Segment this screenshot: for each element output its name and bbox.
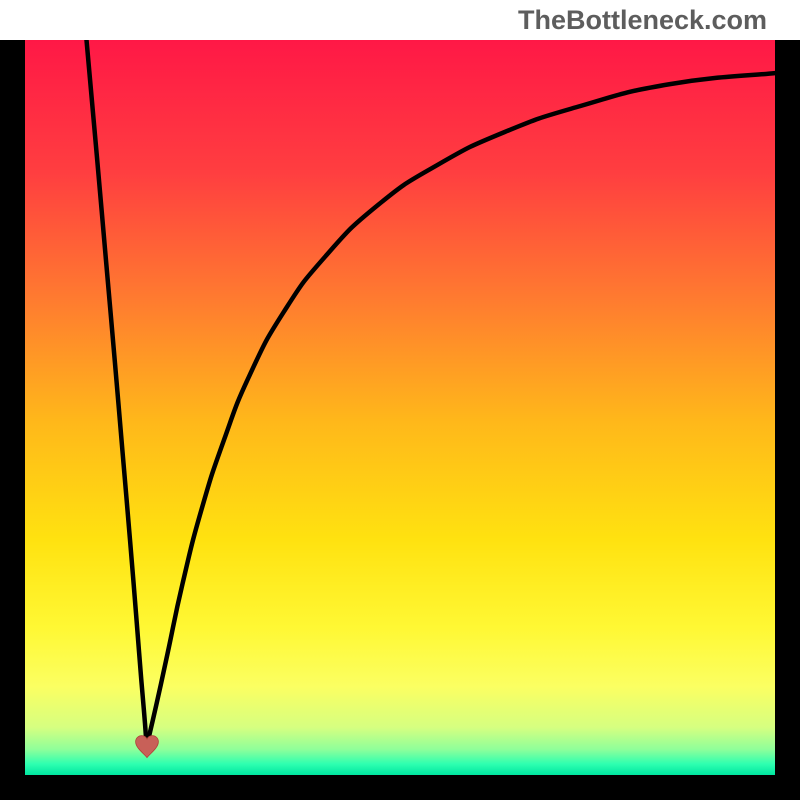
- frame-border-right: [775, 40, 800, 800]
- frame-border-bottom: [0, 775, 800, 800]
- gradient-background: [25, 40, 775, 775]
- frame-border-left: [0, 40, 25, 800]
- watermark-text: TheBottleneck.com: [518, 5, 767, 36]
- plot-area: [25, 40, 775, 775]
- figure-root: TheBottleneck.com: [0, 0, 800, 800]
- heart-marker-icon: [134, 734, 160, 760]
